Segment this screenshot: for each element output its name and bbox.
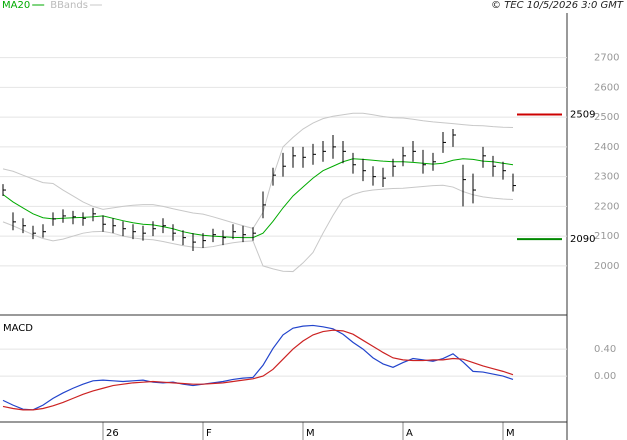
y-tick-label: 2300: [594, 172, 619, 183]
indicator-line: [2, 184, 514, 273]
level-label: 2090: [570, 234, 595, 245]
legend-label: BBands: [50, 0, 88, 11]
indicator-line: [2, 158, 514, 239]
x-tick-label: A: [406, 428, 413, 439]
x-tick-label: M: [506, 428, 515, 439]
y-tick-label: 0.40: [594, 344, 616, 355]
indicator-line: [2, 112, 514, 229]
y-tick-label: 2700: [594, 53, 619, 64]
y-tick-label: 2500: [594, 112, 619, 123]
credit: © TEC 10/5/2026 3:0 GMT: [491, 0, 624, 11]
y-tick-label: 0.00: [594, 371, 616, 382]
level-label: 2509: [570, 109, 595, 120]
legend-label: MA20: [2, 0, 30, 11]
y-tick-label: 2400: [594, 142, 619, 153]
x-tick-label: 26: [106, 428, 119, 439]
macd-title: MACD: [3, 323, 33, 334]
y-tick-label: 2100: [594, 231, 619, 242]
y-tick-label: 2000: [594, 261, 619, 272]
series-line: [2, 329, 514, 411]
x-tick-label: F: [206, 428, 212, 439]
y-tick-label: 2600: [594, 82, 619, 93]
y-tick-label: 2200: [594, 201, 619, 212]
x-tick-label: M: [306, 428, 315, 439]
